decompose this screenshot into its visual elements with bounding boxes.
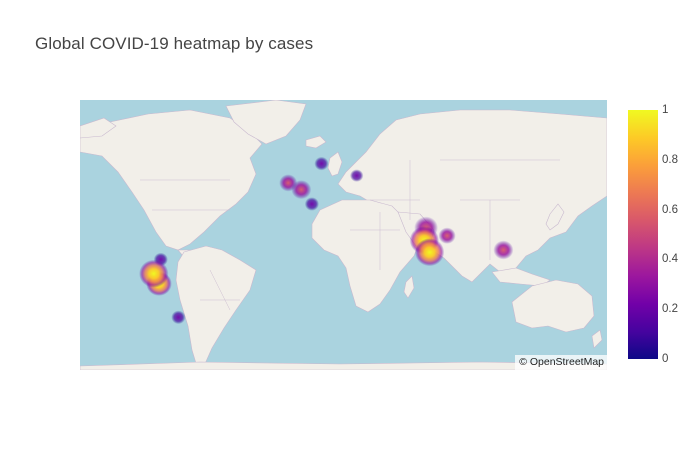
hotspot-bangladesh: [438, 227, 456, 244]
colorbar-tick: 0.8: [662, 153, 678, 166]
colorbar-tick: 0.2: [662, 303, 678, 316]
map-canvas: [80, 100, 607, 370]
hotspot-moscow: [350, 169, 364, 182]
alaska: [80, 117, 117, 139]
hotspot-france-germany: [291, 180, 312, 200]
greenland: [225, 100, 307, 145]
colorbar-gradient: [628, 110, 658, 359]
australia: [511, 279, 595, 333]
uk: [327, 151, 343, 177]
hotspot-philippines: [493, 240, 514, 260]
colorbar-tick: 0: [662, 353, 669, 365]
africa: [311, 199, 421, 313]
hotspot-south-india: [414, 238, 445, 267]
country-borders: [140, 159, 560, 311]
chart-title: Global COVID-19 heatmap by cases: [35, 34, 314, 53]
heat-layer: [139, 156, 514, 325]
colorbar-tick: 0.6: [662, 203, 678, 216]
madagascar: [403, 275, 415, 299]
hotspot-italy: [304, 197, 319, 211]
south-america: [175, 245, 257, 370]
world-map[interactable]: © OpenStreetMap: [80, 100, 607, 370]
indonesia: [491, 267, 551, 287]
hotspot-ecuador-peru: [139, 259, 169, 288]
iceland: [305, 135, 327, 149]
antarctica: [80, 361, 607, 370]
colorbar-tick: 1: [662, 104, 669, 116]
attribution[interactable]: © OpenStreetMap: [515, 355, 607, 370]
japan: [545, 203, 565, 231]
hotspot-argentina: [171, 310, 186, 325]
colorbar-tick: 0.4: [662, 253, 678, 266]
hotspot-sweden: [314, 156, 329, 171]
colorbar: 1 0.8 0.6 0.4 0.2 0: [628, 104, 678, 365]
land-masses: [80, 100, 607, 370]
new-zealand: [591, 329, 603, 349]
